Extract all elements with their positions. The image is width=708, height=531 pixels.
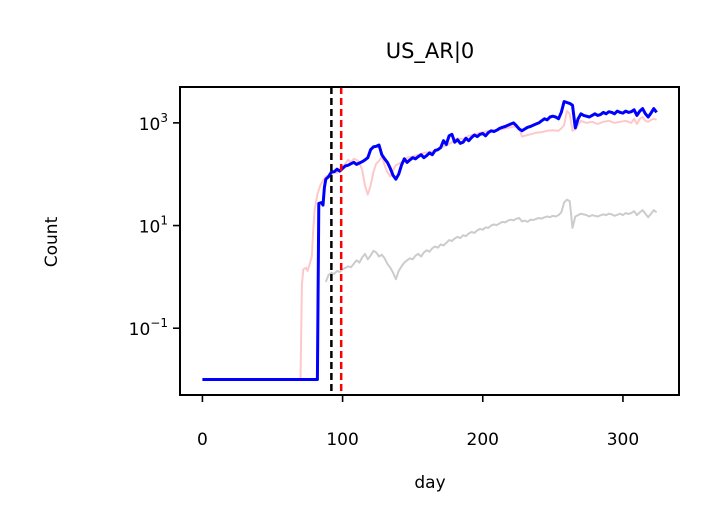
y-axis-label: Count bbox=[42, 216, 62, 267]
reference-lines bbox=[330, 87, 343, 395]
x-tick-label: 200 bbox=[467, 430, 499, 450]
x-tick-label: 300 bbox=[607, 430, 639, 450]
axes: 0 100 200 300 10−1 101 103 bbox=[129, 86, 680, 450]
y-tick-label: 103 bbox=[139, 111, 168, 135]
x-axis-label: day bbox=[414, 473, 445, 493]
plot-frame bbox=[179, 86, 680, 396]
chart-title: US_AR|0 bbox=[386, 39, 475, 64]
x-tick-label: 0 bbox=[197, 430, 208, 450]
series-line-2 bbox=[324, 198, 658, 283]
x-tick-label: 100 bbox=[326, 430, 358, 450]
series-line-3 bbox=[202, 100, 658, 381]
y-tick-label: 101 bbox=[139, 214, 168, 238]
plot-layer bbox=[202, 100, 658, 381]
y-tick-label: 10−1 bbox=[129, 316, 168, 340]
